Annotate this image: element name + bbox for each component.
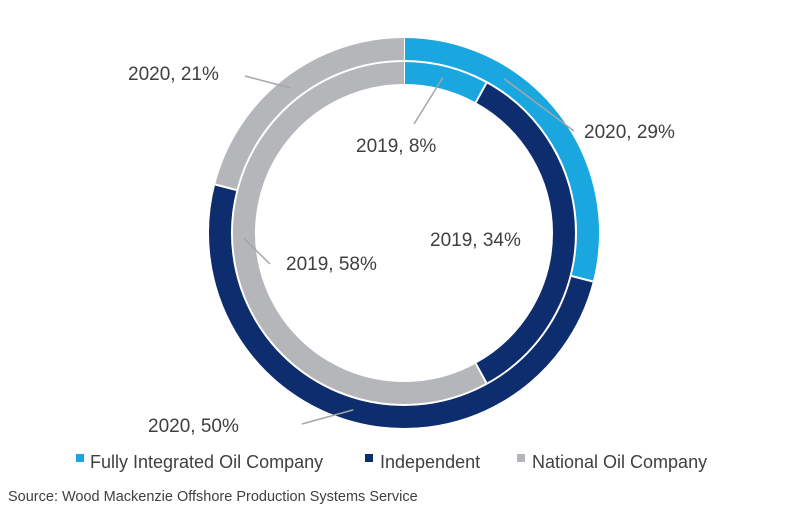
legend-label-independent: Independent xyxy=(380,452,480,472)
legend-swatch-national xyxy=(517,454,525,462)
data-labels: 2020, 29% 2020, 50% 2020, 21% 2019, 8% 2019,… xyxy=(128,64,675,437)
outer-ring-slice-fully-integrated-oil-company xyxy=(403,38,599,282)
data-label-outer-independent: 2020, 50% xyxy=(148,416,239,437)
source-note: Source: Wood Mackenzie Offshore Producti… xyxy=(8,489,418,505)
leader-line-inner-national-oil-company xyxy=(243,238,271,265)
outer-ring-separator xyxy=(571,275,594,283)
inner-ring-separator xyxy=(474,82,488,103)
leader-line-outer-national-oil-company xyxy=(244,75,291,89)
legend-label-fully-integrated: Fully Integrated Oil Company xyxy=(90,452,323,472)
inner-ring-slice-national-oil-company xyxy=(233,62,487,404)
outer-ring-separator xyxy=(214,183,237,191)
rings-group xyxy=(209,38,599,428)
data-label-inner-fully-integrated-oil-company: 2019, 8% xyxy=(356,136,436,157)
data-label-outer-fully-integrated-oil-company: 2020, 29% xyxy=(584,122,675,143)
legend: Fully Integrated Oil Company Independent… xyxy=(76,452,707,472)
legend-label-national: National Oil Company xyxy=(532,452,707,472)
data-label-inner-national-oil-company: 2019, 58% xyxy=(286,254,377,275)
data-label-outer-national-oil-company: 2020, 21% xyxy=(128,64,219,85)
legend-swatch-independent xyxy=(365,454,373,462)
leader-line-inner-fully-integrated-oil-company xyxy=(413,77,444,125)
inner-ring-separator xyxy=(474,363,488,384)
legend-swatch-fully-integrated xyxy=(76,454,84,462)
inner-ring-slice-fully-integrated-oil-company xyxy=(403,62,487,103)
data-label-inner-independent: 2019, 34% xyxy=(430,230,521,251)
leader-lines xyxy=(243,75,575,425)
leader-line-outer-fully-integrated-oil-company xyxy=(503,78,575,132)
inner-ring-slice-independent xyxy=(475,83,575,383)
leader-line-outer-independent xyxy=(301,409,354,425)
outer-ring-slice-national-oil-company xyxy=(215,38,405,191)
outer-ring-slice-independent xyxy=(209,184,593,428)
